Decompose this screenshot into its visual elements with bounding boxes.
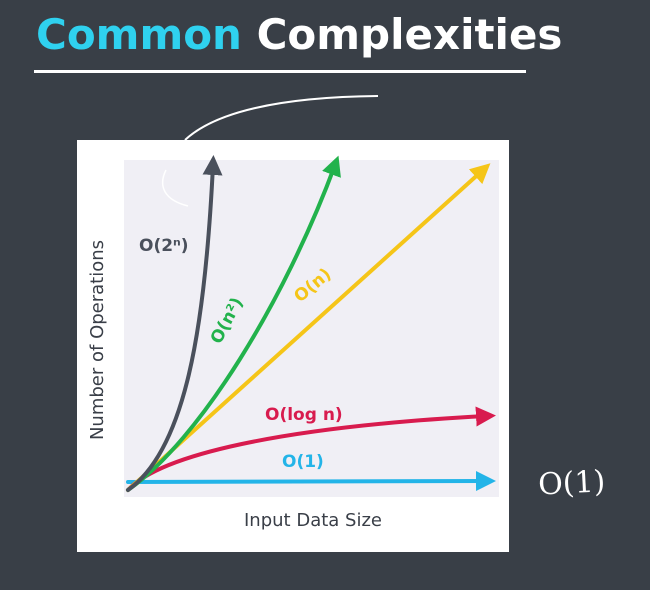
handwritten-note: O(1) [537,464,606,502]
curve-exponential [126,155,223,492]
pen-stroke-arc [184,95,379,141]
plot-area [124,160,499,497]
label-linear: O(n) [290,264,335,306]
title-accent-word: Common [36,10,242,59]
title-underline [34,70,526,73]
curve-constant [126,471,496,492]
complexity-chart: Number of Operations Input Data Size [77,140,509,552]
curve-quadratic [126,155,341,492]
title-main-word: Complexities [256,10,563,59]
label-exponential: O(2ⁿ) [139,236,189,256]
label-logarithmic: O(log n) [265,405,343,425]
x-axis-label: Input Data Size [244,510,382,531]
slide-title: Common Complexities [36,8,562,62]
curve-linear [126,163,491,492]
label-quadratic: O(n²) [207,294,248,347]
pen-stroke-hook [161,169,189,207]
label-constant: O(1) [282,452,324,472]
